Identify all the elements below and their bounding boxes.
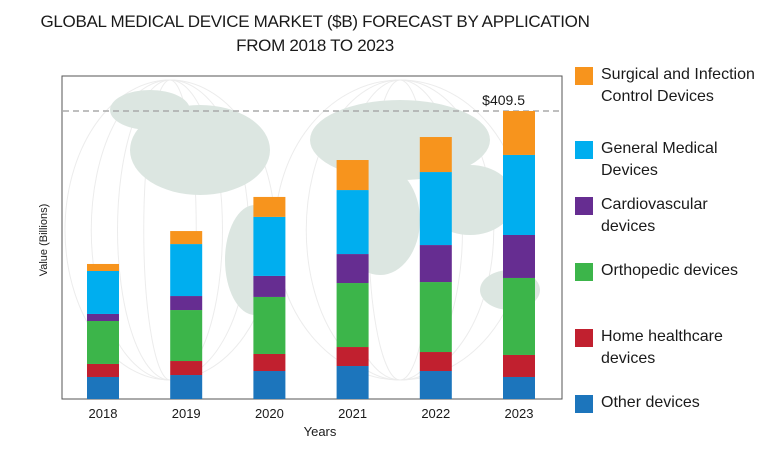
x-tick-label-2023: 2023 — [505, 406, 534, 421]
bar-segment-other-devices-2023 — [503, 376, 535, 399]
max-value-annotation: $409.5 — [482, 92, 525, 108]
bar-segment-other-devices-2020 — [253, 371, 286, 399]
bar-segment-cardiovascular-devices-2021 — [336, 254, 369, 284]
map-gridline — [143, 79, 197, 381]
bar-segment-surgical-and-infection-control-devices-2021 — [336, 160, 369, 191]
bar-segment-orthopedic-devices-2019 — [170, 310, 203, 362]
bar-segment-other-devices-2019 — [170, 375, 203, 399]
legend-item-orthopedic: Orthopedic devices — [575, 260, 761, 282]
legend-item-home-healthcare: Home healthcare devices — [575, 326, 761, 370]
bar-segment-cardiovascular-devices-2019 — [170, 296, 203, 311]
chart-title-line-1: GLOBAL MEDICAL DEVICE MARKET ($B) FORECA… — [40, 12, 590, 31]
chart-title: GLOBAL MEDICAL DEVICE MARKET ($B) FORECA… — [0, 10, 630, 58]
legend-item-general: General Medical Devices — [575, 138, 761, 182]
bar-segment-home-healthcare-devices-2023 — [503, 354, 535, 377]
world-map-background — [64, 79, 540, 381]
bar-segment-general-medical-devices-2018 — [87, 271, 119, 314]
legend-label: Home healthcare devices — [601, 328, 723, 367]
bar-segment-orthopedic-devices-2023 — [503, 277, 535, 355]
legend-swatch-orthopedic — [575, 263, 593, 281]
bars-group — [87, 111, 535, 399]
bar-segment-orthopedic-devices-2022 — [419, 282, 452, 353]
legend-item-surgical: Surgical and Infection Control Devices — [575, 64, 761, 108]
legend-label: Other devices — [601, 394, 700, 411]
chart-area: $409.5 2018 2019 2020 2021 2022 2023 Years Va… — [38, 75, 563, 439]
legend-swatch-other — [575, 395, 593, 413]
x-tick-labels: 2018 2019 2020 2021 2022 2023 — [89, 406, 534, 421]
map-landmass — [110, 90, 190, 130]
legend-swatch-home-healthcare — [575, 329, 593, 347]
plot-frame — [61, 75, 563, 400]
bar-segment-other-devices-2018 — [87, 376, 119, 399]
bar-segment-general-medical-devices-2023 — [503, 154, 535, 235]
bar-segment-other-devices-2021 — [336, 366, 369, 399]
x-axis-label: Years — [304, 424, 337, 439]
x-tick-label-2021: 2021 — [338, 406, 367, 421]
bar-segment-orthopedic-devices-2018 — [87, 321, 119, 364]
bar-segment-cardiovascular-devices-2018 — [87, 313, 119, 322]
bar-segment-surgical-and-infection-control-devices-2023 — [503, 111, 535, 155]
legend-swatch-cardiovascular — [575, 197, 593, 215]
bar-segment-cardiovascular-devices-2020 — [253, 275, 286, 297]
y-axis-label: Value (Billions) — [38, 204, 50, 277]
bar-segment-home-healthcare-devices-2020 — [253, 353, 286, 372]
legend-swatch-surgical — [575, 67, 593, 85]
x-tick-label-2020: 2020 — [255, 406, 284, 421]
legend-swatch-general — [575, 141, 593, 159]
bar-segment-general-medical-devices-2019 — [170, 244, 203, 297]
x-tick-label-2019: 2019 — [172, 406, 201, 421]
bar-segment-home-healthcare-devices-2018 — [87, 363, 119, 377]
bar-segment-surgical-and-infection-control-devices-2019 — [170, 231, 203, 245]
bar-segment-surgical-and-infection-control-devices-2020 — [253, 196, 286, 217]
bar-segment-general-medical-devices-2022 — [419, 172, 452, 246]
legend-label: Surgical and Infection Control Devices — [601, 66, 755, 105]
x-tick-label-2022: 2022 — [421, 406, 450, 421]
bar-segment-home-healthcare-devices-2022 — [419, 352, 452, 372]
bar-segment-surgical-and-infection-control-devices-2022 — [419, 137, 452, 173]
bar-segment-orthopedic-devices-2021 — [336, 283, 369, 348]
legend-item-other: Other devices — [575, 392, 761, 414]
bar-segment-home-healthcare-devices-2021 — [336, 347, 369, 367]
chart-title-line-2: FROM 2018 TO 2023 — [236, 36, 394, 55]
bar-segment-general-medical-devices-2020 — [253, 216, 286, 276]
x-tick-label-2018: 2018 — [89, 406, 118, 421]
legend-label: Cardiovascular devices — [601, 196, 708, 235]
bar-segment-cardiovascular-devices-2023 — [503, 234, 535, 278]
bar-segment-surgical-and-infection-control-devices-2018 — [87, 263, 119, 271]
bar-segment-cardiovascular-devices-2022 — [419, 245, 452, 283]
bar-segment-other-devices-2022 — [419, 371, 452, 399]
legend-item-cardiovascular: Cardiovascular devices — [575, 194, 761, 238]
bar-segment-general-medical-devices-2021 — [336, 190, 369, 255]
legend-label: Orthopedic devices — [601, 262, 738, 279]
legend-label: General Medical Devices — [601, 140, 718, 179]
bar-segment-orthopedic-devices-2020 — [253, 296, 286, 354]
bar-segment-home-healthcare-devices-2019 — [170, 361, 203, 376]
